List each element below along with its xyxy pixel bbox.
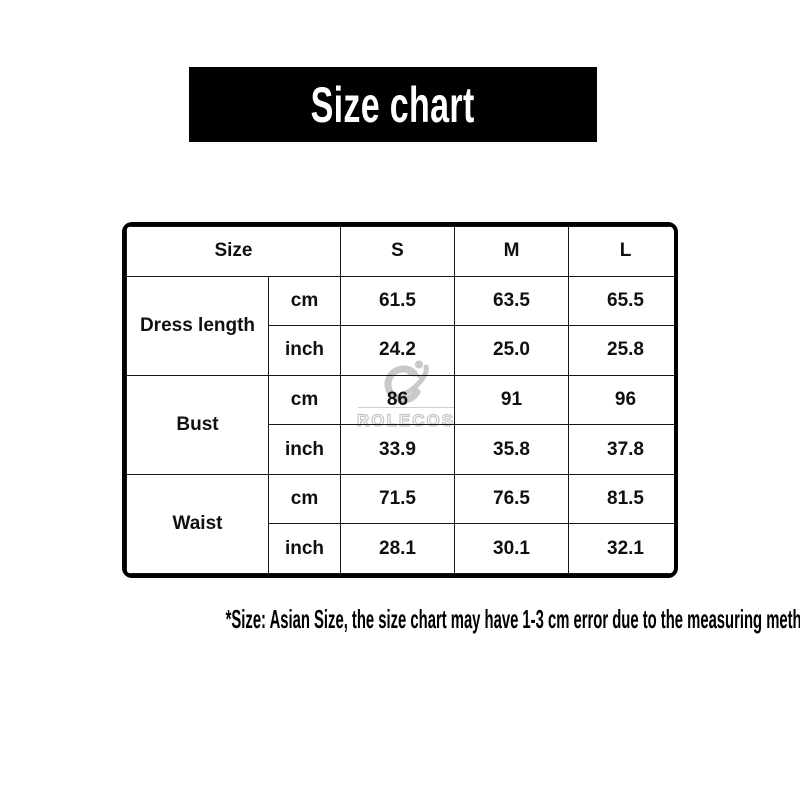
value-cell: 96 [568,374,674,426]
value-cell: 32.1 [568,523,674,574]
size-note: *Size: Asian Size, the size chart may ha… [0,604,800,635]
value-cell: 63.5 [454,275,569,327]
unit-cell: cm [268,374,341,426]
size-header-cell: Size [126,226,341,277]
unit-cell: inch [268,523,341,574]
value-cell: 30.1 [454,523,569,574]
unit-cell: cm [268,275,341,327]
row-label-bust: Bust [126,374,269,475]
title-banner: Size chart [189,67,597,142]
row-label-dress-length: Dress length [126,275,269,376]
table-row: Dress length cm 61.5 63.5 65.5 [126,275,674,376]
col-header-m: M [454,226,569,277]
unit-cell: inch [268,424,341,475]
table-header-row: Size S M L [126,226,674,277]
table-row: inch 33.9 35.8 37.8 [127,424,674,475]
value-cell: 37.8 [568,424,674,475]
size-table: Size S M L Dress length cm 61.5 63.5 65.… [122,222,678,578]
page-title: Size chart [310,76,476,133]
unit-cell: inch [268,325,341,376]
table-row: inch 24.2 25.0 25.8 [127,325,674,376]
value-cell: 65.5 [568,275,674,327]
value-cell: 35.8 [454,424,569,475]
value-cell: 71.5 [340,473,455,525]
table-row: Waist cm 71.5 76.5 81.5 [126,473,674,574]
table-row: Bust cm 86 91 96 [126,374,674,475]
value-cell: 76.5 [454,473,569,525]
value-cell: 86 [340,374,455,426]
value-cell: 25.0 [454,325,569,376]
col-header-l: L [568,226,674,277]
value-cell: 28.1 [340,523,455,574]
row-label-waist: Waist [126,473,269,574]
value-cell: 24.2 [340,325,455,376]
value-cell: 91 [454,374,569,426]
col-header-s: S [340,226,455,277]
value-cell: 25.8 [568,325,674,376]
size-note-text: *Size: Asian Size, the size chart may ha… [225,604,800,634]
unit-cell: cm [268,473,341,525]
value-cell: 61.5 [340,275,455,327]
value-cell: 33.9 [340,424,455,475]
value-cell: 81.5 [568,473,674,525]
table-row: inch 28.1 30.1 32.1 [127,523,674,574]
